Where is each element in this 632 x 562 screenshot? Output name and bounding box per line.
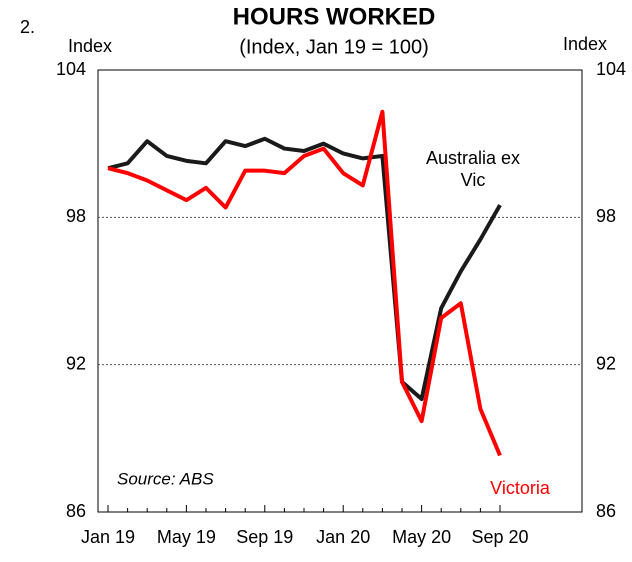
y2-axis-label: Index (563, 34, 607, 54)
x-tick-label: May 20 (392, 527, 451, 547)
y-tick-label: 104 (56, 59, 86, 79)
y-axis-label: Index (68, 36, 112, 56)
y2-tick-label: 86 (596, 501, 616, 521)
series-line (107, 109, 502, 457)
chart-subtitle: (Index, Jan 19 = 100) (239, 36, 429, 58)
series-line (107, 136, 502, 402)
y2-tick-label: 104 (596, 59, 626, 79)
y-tick-label: 98 (66, 206, 86, 226)
chart-number: 2. (20, 17, 35, 37)
series-label: Victoria (490, 478, 550, 498)
x-tick-label: May 19 (157, 527, 216, 547)
y-tick-label: 86 (66, 501, 86, 521)
y-tick-label: 92 (66, 353, 86, 373)
plot-frame (97, 69, 583, 513)
y2-tick-label: 92 (596, 353, 616, 373)
chart-title: HOURS WORKED (233, 3, 436, 30)
x-tick-label: Sep 20 (471, 527, 528, 547)
series-label: Australia ex Vic (425, 148, 521, 190)
source-note: Source: ABS (117, 469, 214, 488)
x-tick-label: Jan 19 (81, 527, 135, 547)
y2-tick-label: 98 (596, 206, 616, 226)
x-tick-label: Jan 20 (316, 527, 370, 547)
x-tick-label: Sep 19 (236, 527, 293, 547)
